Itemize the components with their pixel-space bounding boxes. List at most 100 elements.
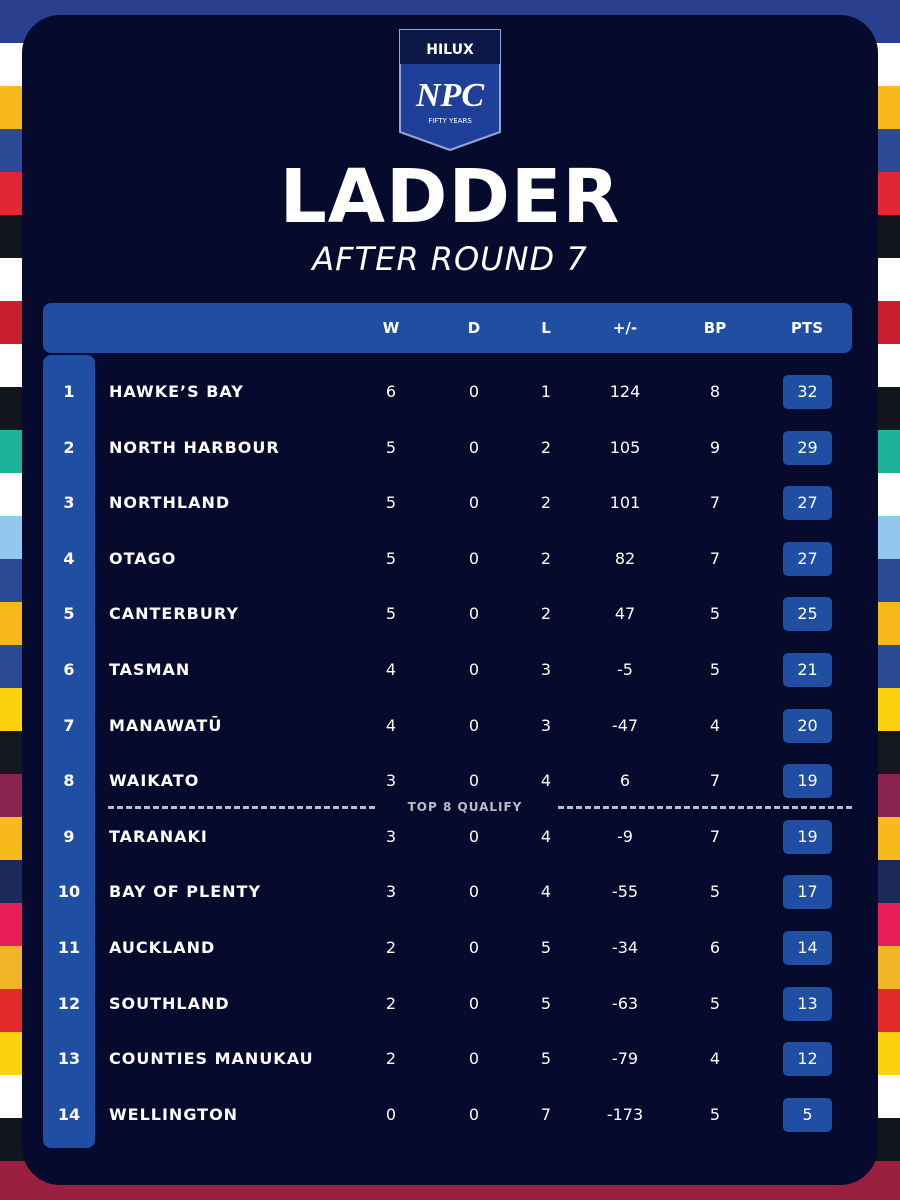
rank: 2 bbox=[63, 437, 75, 457]
rank: 1 bbox=[63, 382, 75, 401]
team-name: AUCKLAND bbox=[109, 938, 216, 957]
team-name: SOUTHLAND bbox=[109, 993, 230, 1013]
stat: 124 bbox=[609, 382, 641, 401]
points: 12 bbox=[783, 1042, 832, 1077]
panel bbox=[22, 15, 878, 1185]
rank: 14 bbox=[57, 1104, 81, 1124]
logo: HILUX NPC FIFTY YEARS bbox=[399, 29, 501, 152]
stat: -79 bbox=[611, 1049, 639, 1069]
stat: 4 bbox=[540, 826, 552, 846]
stat: 3 bbox=[385, 882, 397, 902]
stat: 2 bbox=[385, 993, 397, 1013]
stat: -34 bbox=[611, 938, 639, 957]
points: 25 bbox=[783, 597, 832, 632]
stat: 3 bbox=[540, 660, 552, 679]
stat: -173 bbox=[606, 1104, 644, 1124]
stat: 47 bbox=[614, 604, 636, 624]
stat: 3 bbox=[385, 771, 397, 791]
column-header: +/- bbox=[612, 319, 638, 337]
team-name: WAIKATO bbox=[109, 771, 200, 791]
stat: 4 bbox=[385, 715, 397, 735]
points: 17 bbox=[783, 875, 832, 910]
column-header: W bbox=[382, 319, 400, 337]
rank: 7 bbox=[63, 715, 75, 735]
rank: 4 bbox=[63, 548, 75, 568]
stat: 5 bbox=[385, 437, 397, 457]
logo-band bbox=[400, 30, 500, 64]
stat: 6 bbox=[385, 382, 397, 401]
rank: 10 bbox=[57, 882, 81, 902]
stat: 2 bbox=[540, 548, 552, 568]
stat: 2 bbox=[540, 604, 552, 624]
points: 14 bbox=[783, 931, 832, 965]
points: 20 bbox=[783, 708, 832, 743]
stat: 0 bbox=[468, 1049, 480, 1069]
stat: 4 bbox=[709, 1049, 721, 1069]
stat: 8 bbox=[709, 382, 721, 401]
rank-bar bbox=[43, 355, 95, 1148]
team-name: TASMAN bbox=[109, 660, 191, 679]
header-bar bbox=[43, 303, 852, 353]
stat: 5 bbox=[709, 660, 721, 679]
stat: 0 bbox=[468, 993, 480, 1013]
subtitle: AFTER ROUND 7 bbox=[312, 240, 588, 278]
stat: 0 bbox=[468, 382, 480, 401]
points: 13 bbox=[783, 986, 832, 1021]
points: 29 bbox=[783, 430, 832, 465]
rank: 12 bbox=[57, 993, 81, 1013]
stat: 7 bbox=[709, 548, 721, 568]
stat: 2 bbox=[385, 1049, 397, 1069]
stat: 0 bbox=[468, 660, 480, 679]
logo-brand: HILUX bbox=[426, 42, 474, 58]
stat: 7 bbox=[709, 771, 721, 791]
team-name: BAY OF PLENTY bbox=[109, 882, 262, 902]
stat: 2 bbox=[540, 437, 552, 457]
stat: -47 bbox=[611, 715, 639, 735]
points: 19 bbox=[783, 764, 832, 799]
team-name: TARANAKI bbox=[109, 826, 208, 846]
logo-mark: NPC bbox=[415, 77, 484, 114]
stat: 3 bbox=[385, 826, 397, 846]
stat: 6 bbox=[619, 771, 631, 791]
team-name: MANAWATŪ bbox=[109, 715, 223, 735]
stat: 0 bbox=[468, 771, 480, 791]
stat: 101 bbox=[609, 493, 641, 513]
stat: 5 bbox=[709, 882, 721, 902]
points: 19 bbox=[783, 819, 832, 854]
team-name: OTAGO bbox=[109, 548, 177, 568]
stat: -9 bbox=[617, 826, 633, 846]
stat: 0 bbox=[468, 604, 480, 624]
divider-label: TOP 8 QUALIFY bbox=[375, 799, 555, 815]
stat: 3 bbox=[540, 715, 552, 735]
column-header: BP bbox=[703, 319, 727, 337]
team-name: NORTH HARBOUR bbox=[109, 437, 280, 457]
stat: 105 bbox=[609, 437, 641, 457]
stat: -63 bbox=[611, 993, 639, 1013]
points: 27 bbox=[783, 486, 832, 521]
rank: 3 bbox=[63, 493, 75, 513]
stat: -55 bbox=[611, 882, 639, 902]
stat: 5 bbox=[385, 493, 397, 513]
stat: 0 bbox=[468, 938, 480, 957]
stat: 5 bbox=[709, 604, 721, 624]
rank: 6 bbox=[63, 660, 75, 679]
stat: 1 bbox=[540, 382, 552, 401]
rank: 13 bbox=[57, 1049, 81, 1069]
rank: 11 bbox=[57, 938, 81, 957]
rank: 9 bbox=[63, 826, 75, 846]
stat: 5 bbox=[385, 548, 397, 568]
column-header: D bbox=[467, 319, 481, 337]
stat: 0 bbox=[468, 548, 480, 568]
stat: 2 bbox=[540, 493, 552, 513]
stat: 7 bbox=[709, 493, 721, 513]
team-name: COUNTIES MANUKAU bbox=[109, 1049, 314, 1069]
stat: 0 bbox=[468, 493, 480, 513]
team-name: HAWKE’S BAY bbox=[109, 382, 244, 401]
team-name: WELLINGTON bbox=[109, 1104, 239, 1124]
stat: 0 bbox=[468, 826, 480, 846]
points: 21 bbox=[783, 653, 832, 687]
stat: 4 bbox=[540, 882, 552, 902]
stat: 5 bbox=[709, 993, 721, 1013]
stat: 0 bbox=[468, 1104, 480, 1124]
